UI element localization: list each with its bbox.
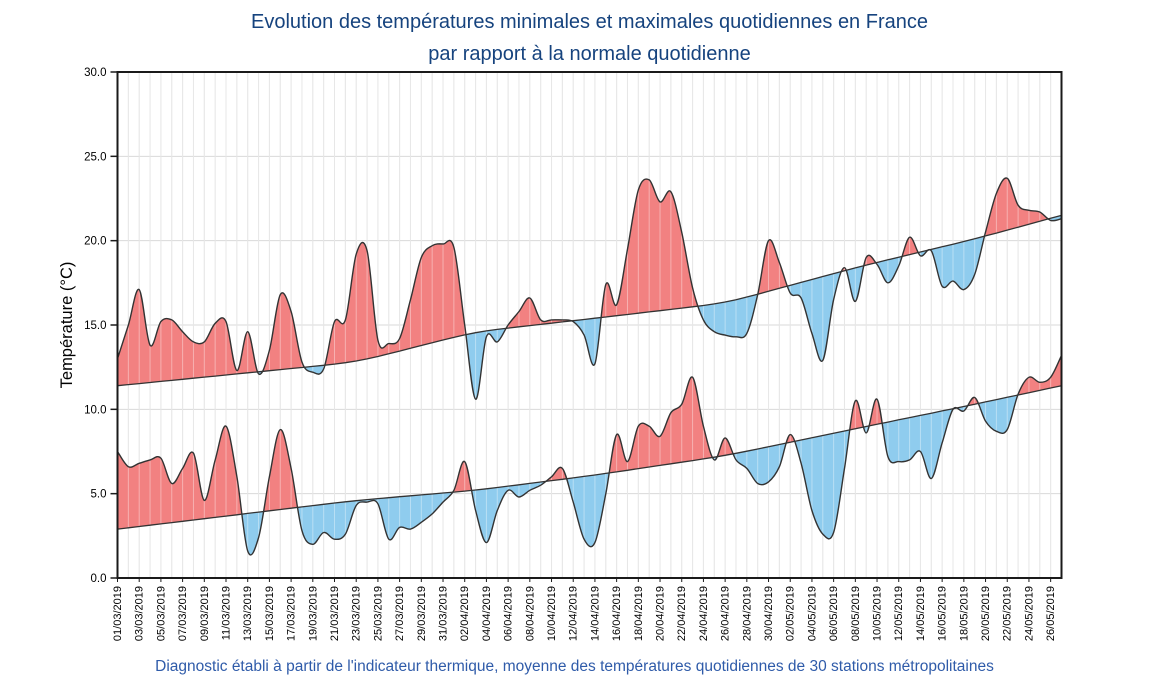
y-tick-label: 25.0: [84, 151, 106, 163]
y-axis-title-text: Température (°C): [58, 262, 76, 389]
chart-title-line2: par rapport à la normale quotidienne: [428, 43, 751, 65]
y-tick-label: 20.0: [84, 236, 106, 248]
x-tick-label: 10/05/2019: [872, 586, 884, 641]
x-tick-label: 06/05/2019: [828, 586, 840, 641]
x-tick-label: 24/04/2019: [698, 586, 710, 641]
x-tick-label: 31/03/2019: [438, 586, 450, 641]
tmax-band-observed-curve: [116, 177, 1062, 400]
x-tick-label: 03/03/2019: [134, 586, 146, 641]
x-tick-label: 04/05/2019: [806, 586, 818, 641]
x-tick-label: 28/04/2019: [741, 586, 753, 641]
x-tick-label: 20/04/2019: [655, 586, 667, 641]
tmax-band-normal-line: [117, 214, 1062, 387]
x-tick-label: 12/04/2019: [568, 586, 580, 641]
tmin-band-normal-line: [117, 385, 1062, 530]
x-tick-label: 27/03/2019: [394, 586, 406, 641]
x-tick-label: 22/05/2019: [1002, 586, 1014, 641]
x-tick-label: 26/05/2019: [1045, 586, 1057, 641]
x-tick-label: 01/03/2019: [112, 586, 124, 641]
y-tick-label: 30.0: [84, 67, 106, 79]
x-tick-label: 14/05/2019: [915, 586, 927, 641]
tmin-band: [117, 355, 1062, 555]
x-tick-label: 06/04/2019: [503, 586, 515, 641]
tmax-band: [117, 178, 1062, 400]
x-tick-label: 29/03/2019: [416, 586, 428, 641]
y-axis-labels: 0.0 5.0 10.0 15.0 20.0 25.0 30.0: [84, 67, 106, 585]
x-tick-label: 18/05/2019: [958, 586, 970, 641]
tmin-band-below-normal-area: [117, 385, 1062, 555]
tmax-band-above-normal-area: [117, 178, 1062, 386]
x-tick-label: 13/03/2019: [242, 586, 254, 641]
y-tick-label: 5.0: [91, 489, 107, 501]
curve-strokes: [116, 177, 1063, 556]
anomaly-fills: [117, 178, 1062, 555]
y-tick-label: 15.0: [84, 320, 106, 332]
x-tick-label: 30/04/2019: [763, 586, 775, 641]
x-tick-label: 07/03/2019: [177, 586, 189, 641]
x-tick-label: 14/04/2019: [589, 586, 601, 641]
x-tick-label: 26/04/2019: [720, 586, 732, 641]
x-tick-label: 16/04/2019: [611, 586, 623, 641]
chart-caption: Diagnostic établi à partir de l'indicate…: [155, 658, 994, 675]
x-tick-label: 22/04/2019: [676, 586, 688, 641]
y-tick-label: 10.0: [84, 404, 106, 416]
x-tick-label: 25/03/2019: [372, 586, 384, 641]
x-tick-label: 05/03/2019: [155, 586, 167, 641]
x-tick-label: 21/03/2019: [329, 586, 341, 641]
x-tick-label: 10/04/2019: [546, 586, 558, 641]
y-axis-title: Température (°C): [58, 262, 76, 389]
x-tick-label: 02/05/2019: [785, 586, 797, 641]
x-tick-label: 12/05/2019: [893, 586, 905, 641]
axis-ticks: [110, 71, 1052, 582]
x-tick-label: 04/04/2019: [481, 586, 493, 641]
chart-title-line1: Evolution des températures minimales et …: [250, 11, 928, 33]
x-tick-label: 19/03/2019: [307, 586, 319, 641]
x-tick-label: 08/05/2019: [850, 586, 862, 641]
chart-title: Evolution des températures minimales et …: [117, 6, 1062, 70]
x-tick-label: 02/04/2019: [459, 586, 471, 641]
y-tick-label: 0.0: [91, 573, 107, 585]
gridlines-over-fills: [127, 72, 1052, 578]
tmin-band-observed-curve: [116, 355, 1063, 556]
tmax-band-below-normal-area: [117, 215, 1062, 400]
x-tick-label: 08/04/2019: [524, 586, 536, 641]
x-tick-label: 09/03/2019: [199, 586, 211, 641]
x-tick-label: 11/03/2019: [221, 586, 233, 640]
x-tick-label: 23/03/2019: [351, 586, 363, 641]
x-tick-label: 20/05/2019: [980, 586, 992, 641]
x-tick-label: 24/05/2019: [1023, 586, 1035, 641]
x-tick-label: 17/03/2019: [286, 586, 298, 641]
x-tick-label: 16/05/2019: [937, 586, 949, 641]
x-tick-label: 18/04/2019: [633, 586, 645, 641]
x-axis-labels: 01/03/2019 03/03/2019 05/03/2019 07/03/2019…: [112, 586, 1057, 641]
x-tick-label: 15/03/2019: [264, 586, 276, 641]
